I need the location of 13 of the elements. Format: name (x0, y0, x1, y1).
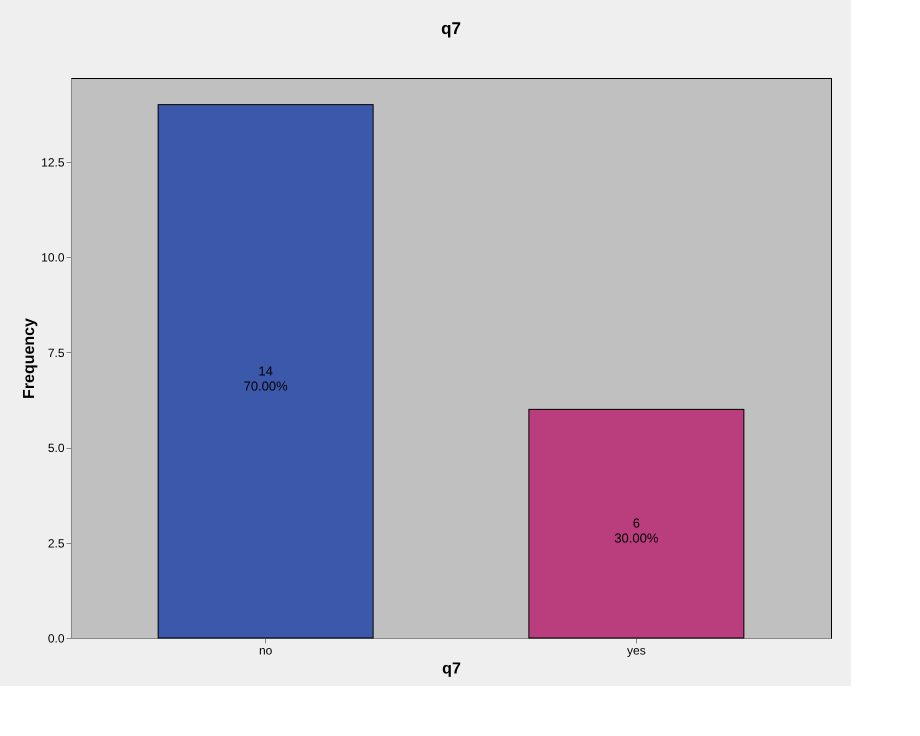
x-tick-label: no (258, 644, 273, 658)
y-tick-label: 10.0 (41, 250, 65, 265)
y-tick-label: 12.5 (41, 155, 65, 170)
y-tick-label: 7.5 (48, 346, 65, 360)
x-tick-label: yes (627, 644, 646, 658)
y-tick-label: 0.0 (48, 632, 65, 646)
data-label: 14 70.00% (244, 363, 288, 394)
data-label: 6 30.00% (614, 516, 659, 546)
y-tick-label: 2.5 (48, 536, 65, 550)
y-tick-label: 5.0 (48, 441, 65, 456)
chart-title: q7 (441, 19, 461, 38)
x-axis-title: q7 (442, 660, 461, 678)
y-axis-title: Frequency (21, 318, 38, 399)
